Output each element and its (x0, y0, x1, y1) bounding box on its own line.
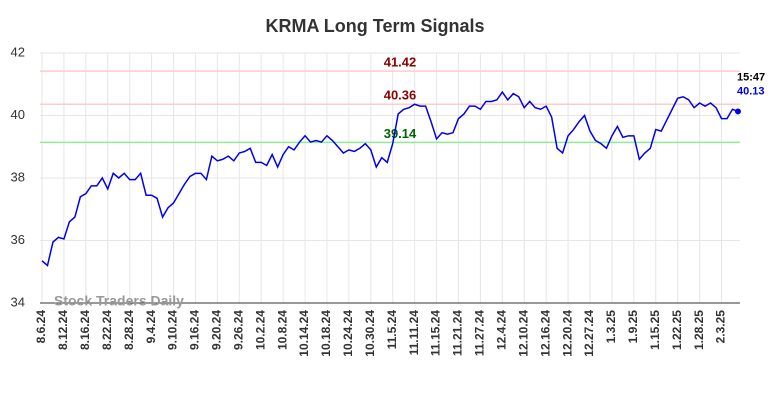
x-tick-label: 10.30.24 (363, 310, 377, 357)
x-tick-label: 9.26.24 (231, 310, 245, 350)
x-tick-label: 8.16.24 (78, 310, 92, 350)
x-tick-label: 1.22.25 (670, 310, 684, 350)
last-time: 15:47 (737, 71, 765, 83)
x-tick-label: 12.20.24 (560, 310, 574, 357)
x-tick-label: 10.24.24 (341, 310, 355, 357)
x-tick-label: 12.27.24 (582, 310, 596, 357)
x-tick-label: 11.15.24 (429, 310, 443, 356)
x-tick-label: 12.10.24 (516, 310, 530, 357)
x-tick-label: 11.11.24 (407, 310, 421, 356)
x-tick-label: 12.4.24 (494, 310, 508, 350)
signal-label: 40.36 (384, 88, 417, 103)
y-tick-label: 34 (11, 294, 25, 309)
x-tick-label: 10.14.24 (297, 310, 311, 357)
x-tick-label: 1.28.25 (692, 310, 706, 350)
x-tick-label: 9.20.24 (210, 310, 224, 350)
x-tick-label: 9.16.24 (188, 310, 202, 350)
x-tick-label: 2.3.25 (714, 310, 728, 344)
x-tick-label: 10.18.24 (319, 310, 333, 357)
x-tick-label: 1.15.25 (648, 310, 662, 350)
x-tick-label: 11.21.24 (451, 310, 465, 356)
x-tick-label: 1.3.25 (604, 310, 618, 344)
y-tick-label: 40 (11, 107, 25, 122)
x-tick-label: 12.16.24 (538, 310, 552, 357)
watermark: Stock Traders Daily (54, 293, 184, 309)
x-tick-label: 11.27.24 (473, 310, 487, 356)
x-tick-label: 9.4.24 (144, 310, 158, 344)
x-tick-label: 11.5.24 (385, 310, 399, 350)
x-tick-label: 8.28.24 (122, 310, 136, 350)
x-tick-label: 8.22.24 (100, 310, 114, 350)
y-tick-label: 36 (11, 232, 25, 247)
last-value: 40.13 (737, 85, 765, 97)
y-tick-label: 38 (11, 169, 25, 184)
signal-label: 41.42 (384, 55, 417, 70)
x-tick-label: 8.6.24 (34, 310, 48, 344)
x-tick-label: 9.10.24 (166, 310, 180, 350)
x-tick-label: 8.12.24 (56, 310, 70, 350)
y-tick-label: 42 (11, 44, 25, 59)
last-point (734, 108, 741, 115)
signal-label: 39.14 (384, 126, 417, 141)
x-tick-label: 1.9.25 (626, 310, 640, 344)
chart-title: KRMA Long Term Signals (265, 16, 484, 36)
x-tick-label: 10.2.24 (253, 310, 267, 350)
price-line (41, 90, 739, 267)
x-tick-label: 10.8.24 (275, 310, 289, 350)
